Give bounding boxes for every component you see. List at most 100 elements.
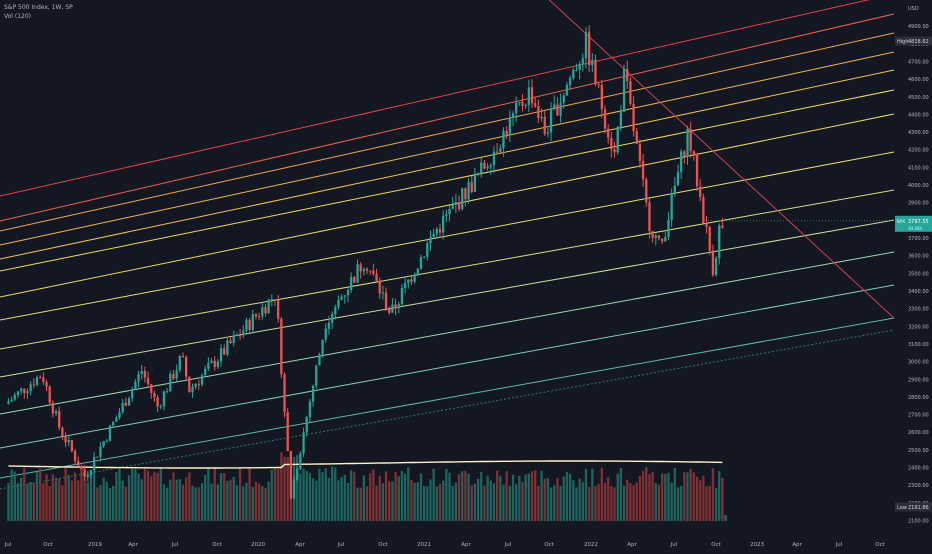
candle-body [521, 102, 524, 106]
volume-bar [277, 468, 280, 521]
candle-body [714, 258, 718, 276]
volume-bar [556, 478, 559, 521]
candle-body [378, 280, 381, 294]
x-tick-label: Oct [711, 542, 721, 548]
candle-body [660, 238, 664, 242]
candle-body [181, 356, 185, 358]
candle-body [527, 87, 531, 105]
y-tick-label: 2100.00 [908, 519, 929, 525]
channel-line [0, 89, 895, 272]
candle-body [108, 425, 112, 441]
volume-bar [432, 468, 435, 521]
volume-bar [89, 473, 93, 521]
candle-body [39, 377, 42, 379]
candle-body [562, 95, 565, 103]
volume-bar [476, 478, 480, 521]
candle-body [105, 440, 108, 442]
candle-body [603, 109, 607, 129]
volume-bar [308, 473, 312, 521]
volume-bar [435, 486, 438, 521]
volume-bar [426, 486, 429, 521]
candle-body [210, 360, 213, 363]
volume-bar [146, 470, 150, 521]
candle-body [270, 299, 273, 301]
volume-bar [521, 481, 524, 521]
candle-body [153, 392, 156, 398]
volume-bar [616, 473, 619, 521]
x-tick-label: Jul [835, 542, 843, 548]
candle-body [534, 103, 537, 107]
volume-bar [64, 467, 67, 521]
x-tick-label: Jul [337, 542, 345, 548]
volume-bar [391, 481, 394, 521]
candle-body [207, 362, 210, 369]
candle-body [251, 314, 254, 330]
volume-bar [29, 482, 32, 521]
volume-bar [629, 483, 632, 521]
volume-bar [216, 484, 220, 521]
volume-bar [299, 473, 302, 521]
volume-bar [369, 473, 372, 521]
volume-bar [375, 485, 378, 521]
candle-body [175, 370, 178, 379]
candles-layer [7, 25, 724, 500]
candle-body [559, 102, 562, 116]
high-badge-label: High [897, 39, 909, 45]
channel-line [0, 69, 895, 260]
volume-bar [219, 473, 223, 521]
volume-bar [645, 467, 648, 521]
volume-bar [442, 480, 445, 521]
x-tick-label: 2020 [251, 542, 265, 548]
y-tick-label: 3400.00 [908, 289, 929, 295]
candle-body [35, 377, 39, 386]
candle-body [334, 307, 337, 315]
candle-body [315, 365, 318, 386]
volume-bar [337, 480, 340, 521]
volume-bar [311, 478, 315, 521]
candle-body [613, 149, 616, 153]
candle-body [553, 104, 556, 109]
volume-bar [185, 477, 188, 521]
volume-bar [96, 487, 99, 521]
candle-body [337, 299, 340, 308]
candle-body [64, 436, 67, 443]
volume-bar [283, 456, 286, 521]
candle-body [683, 151, 686, 157]
candle-body [369, 270, 372, 272]
candle-body [140, 371, 143, 374]
candle-body [296, 468, 299, 481]
candle-body [499, 148, 502, 152]
candle-body [340, 296, 343, 300]
candle-body [530, 87, 534, 104]
candle-body [257, 316, 261, 318]
volume-bar [264, 487, 267, 521]
volume-bar [286, 456, 289, 521]
candle-body [426, 243, 429, 257]
volume-bar [461, 471, 464, 521]
low-badge-value: 2191.86 [908, 505, 929, 511]
y-tick-label: 4900.00 [908, 24, 929, 30]
candle-body [137, 373, 140, 382]
low-badge: Low 2191.86 [895, 502, 932, 512]
candle-body [575, 69, 578, 71]
volume-bar [559, 485, 562, 521]
chart-title: S&P 500 Index, 1W, SP [4, 4, 73, 11]
candle-body [641, 161, 645, 180]
candle-body [188, 376, 191, 393]
candle-body [626, 68, 629, 82]
candle-body [667, 220, 670, 237]
volume-bar [315, 480, 318, 521]
candle-body [638, 143, 642, 162]
low-badge-label: Low [897, 505, 907, 511]
x-tick-label: Oct [43, 542, 53, 548]
candle-body [502, 130, 505, 149]
candle-body [264, 307, 267, 314]
volume-bar [664, 473, 667, 521]
chart-legend: S&P 500 Index, 1W, SP Vol (120) [4, 3, 73, 21]
volume-bar [334, 467, 337, 521]
candle-body [156, 397, 159, 407]
volume-bar [118, 468, 121, 521]
volume-bar [54, 477, 58, 521]
candle-body [486, 166, 489, 169]
